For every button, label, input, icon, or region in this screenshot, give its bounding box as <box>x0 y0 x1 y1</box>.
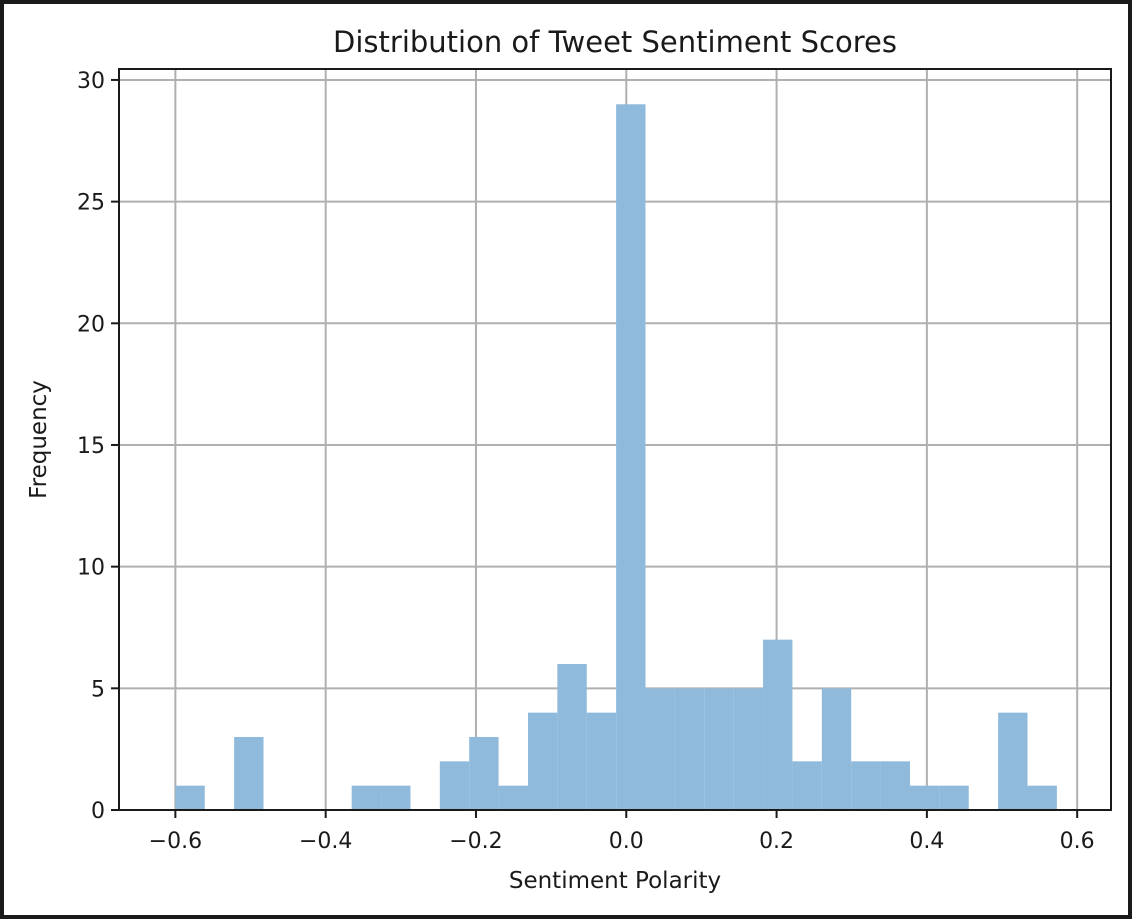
histogram-bar <box>351 785 382 810</box>
histogram-bar <box>1027 785 1057 810</box>
histogram-bar <box>733 688 764 810</box>
histogram-bar <box>792 761 822 810</box>
histogram-bar <box>909 785 940 810</box>
grid-lines <box>119 69 1111 811</box>
histogram-bar <box>498 785 528 810</box>
histogram-bar <box>851 761 881 810</box>
histogram-bar <box>234 736 264 810</box>
histogram-bar <box>527 712 558 810</box>
histogram-bar <box>557 663 587 810</box>
x-tick-label: −0.2 <box>449 829 502 854</box>
plot-area-border <box>118 68 1112 811</box>
y-tick-label: 5 <box>91 677 105 702</box>
chart-title: Distribution of Tweet Sentiment Scores <box>333 25 897 59</box>
x-tick-label: 0.6 <box>1060 829 1095 854</box>
y-tick-label: 30 <box>77 69 105 94</box>
histogram-bars <box>175 104 1057 811</box>
axis-ticks: −0.6 −0.4 −0.2 0.0 0.2 0.4 0.6 0 5 10 15 20 25 30 <box>77 69 1095 854</box>
histogram-bar <box>469 736 499 810</box>
y-tick-label: 10 <box>77 556 105 581</box>
histogram-bar <box>586 712 617 810</box>
histogram-bar <box>763 639 793 810</box>
y-tick-label: 0 <box>91 799 105 824</box>
histogram-bar <box>704 688 734 810</box>
histogram-bar <box>439 761 470 810</box>
histogram-bar <box>674 688 705 810</box>
histogram-bar <box>880 761 910 810</box>
y-tick-label: 25 <box>77 191 105 216</box>
histogram-bar <box>998 712 1028 810</box>
x-tick-label: −0.6 <box>149 829 202 854</box>
y-tick-label: 20 <box>77 312 105 337</box>
x-tick-label: −0.4 <box>299 829 352 854</box>
x-tick-label: 0.2 <box>759 829 794 854</box>
histogram-bar <box>821 688 852 810</box>
y-tick-label: 15 <box>77 434 105 459</box>
x-tick-label: 0.0 <box>609 829 644 854</box>
y-axis-label: Frequency <box>26 380 52 499</box>
histogram-bar <box>175 785 205 810</box>
x-axis-label: Sentiment Polarity <box>509 868 721 894</box>
histogram-bar <box>381 785 411 810</box>
histogram-bar <box>616 104 646 811</box>
x-tick-label: 0.4 <box>909 829 944 854</box>
histogram-bar <box>939 785 969 810</box>
histogram-bar <box>645 688 675 810</box>
